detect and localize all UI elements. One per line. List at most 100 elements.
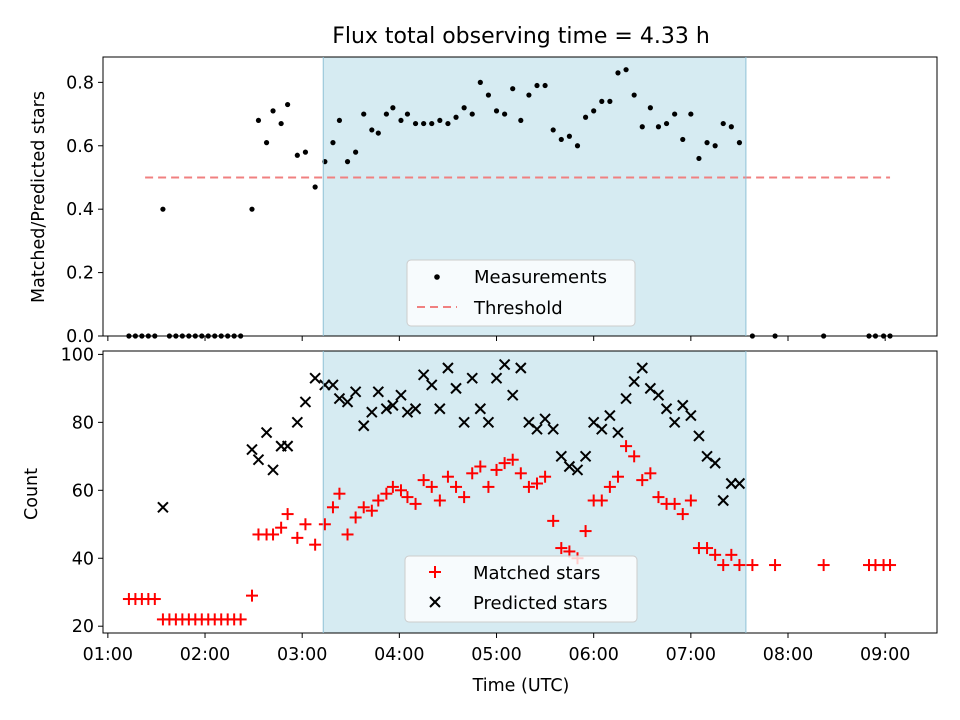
matched-star-point — [401, 491, 414, 504]
legend-measurements-marker — [434, 274, 440, 280]
measurement-point — [330, 140, 336, 146]
matched-star-point — [425, 480, 438, 493]
measurement-point — [493, 108, 500, 114]
legend-matched-marker — [429, 566, 441, 578]
matched-star-point — [709, 548, 722, 561]
predicted-star-point — [636, 362, 648, 374]
top-panel: 0.0 0.2 0.4 0.6 0.8 Flux total observing tim… — [29, 24, 938, 347]
measurement-point — [542, 82, 548, 89]
predicted-star-point — [531, 423, 543, 435]
measurement-point — [285, 101, 291, 108]
predicted-star-point — [482, 416, 495, 429]
predicted-star-point — [660, 403, 673, 415]
top-legend-box — [406, 259, 636, 327]
matched-star-point — [275, 521, 288, 534]
matched-star-point — [333, 487, 346, 500]
top-axes-frame — [102, 56, 938, 337]
predicted-star-point — [620, 392, 632, 405]
measurement-point — [582, 114, 589, 120]
legend-threshold-label: Threshold — [473, 298, 563, 319]
predicted-star-point — [309, 372, 321, 384]
bottom-x-label: Time (UTC) — [472, 676, 570, 696]
measurement-point — [404, 111, 411, 117]
measurement-point — [398, 117, 404, 124]
predicted-star-point — [693, 430, 705, 442]
measurement-point — [437, 117, 443, 124]
x-tick-label: 02:00 — [180, 645, 230, 665]
matched-star-point — [644, 467, 657, 480]
predicted-star-point — [442, 362, 454, 374]
matched-star-point — [326, 501, 339, 514]
y-tick-label: 0.8 — [66, 73, 94, 93]
measurement-point — [249, 206, 255, 212]
predicted-star-point — [652, 389, 665, 401]
matched-star-point — [636, 474, 649, 487]
measurement-point — [429, 120, 435, 127]
measurement-point — [558, 136, 564, 143]
measurement-point — [712, 143, 718, 149]
measurement-point — [390, 105, 396, 111]
measurement-point — [591, 108, 597, 114]
matched-star-point — [386, 480, 399, 493]
matched-star-point — [746, 559, 759, 572]
predicted-star-point — [458, 416, 470, 429]
matched-star-point — [531, 477, 544, 490]
x-tick-label: 07:00 — [666, 645, 716, 665]
predicted-star-point — [333, 392, 346, 405]
matched-star-point — [309, 538, 322, 551]
measurements-series — [126, 67, 893, 339]
measurement-point — [294, 152, 300, 158]
measurement-point — [688, 111, 694, 117]
legend-matched-label: Matched stars — [473, 563, 600, 584]
matched-star-point — [563, 545, 576, 558]
measurement-point — [720, 120, 726, 127]
predicted-star-point — [380, 403, 393, 415]
predicted-star-point — [358, 420, 370, 432]
predicted-star-point — [366, 406, 378, 418]
measurement-point — [728, 124, 734, 130]
measurement-point — [336, 117, 343, 124]
predicted-star-point — [299, 396, 312, 408]
predicted-star-point — [434, 403, 446, 415]
matched-star-point — [547, 514, 560, 527]
measurement-point — [639, 124, 645, 130]
matched-star-point — [514, 467, 527, 480]
matched-star-point — [234, 613, 247, 626]
x-tick-label: 04:00 — [374, 645, 424, 665]
matched-star-point — [450, 480, 463, 493]
predicted-star-point — [387, 399, 399, 412]
measurement-point — [160, 206, 166, 212]
bottom-axes-frame — [102, 350, 938, 634]
matched-star-point — [281, 508, 294, 521]
top-x-ticks — [107, 336, 886, 341]
matched-star-point — [490, 463, 503, 476]
matched-star-point — [349, 511, 362, 524]
measurement-point — [469, 111, 475, 117]
top-y-axis: 0.0 0.2 0.4 0.6 0.8 — [66, 73, 103, 347]
matched-star-point — [380, 487, 393, 500]
predicted-star-point — [515, 362, 527, 374]
y-tick-label: 0.2 — [66, 264, 94, 284]
predicted-star-point — [426, 379, 438, 391]
measurement-point — [302, 149, 309, 155]
bottom-x-axis: 01:00 02:00 03:00 04:00 05:00 06:00 07:00 08:00… — [83, 633, 910, 665]
matched-star-point — [884, 559, 897, 572]
matched-star-point — [498, 457, 511, 470]
matched-star-point — [555, 542, 568, 555]
measurement-point — [270, 108, 276, 114]
matched-star-point — [148, 593, 161, 606]
matched-star-point — [579, 525, 592, 538]
matched-star-point — [817, 559, 830, 572]
matched-stars-series — [122, 440, 897, 626]
measurement-point — [255, 117, 262, 124]
y-tick-label: 100 — [61, 345, 94, 365]
matched-star-point — [299, 518, 312, 531]
y-tick-label: 0.4 — [66, 200, 94, 220]
measurement-point — [375, 130, 381, 136]
x-tick-label: 06:00 — [568, 645, 618, 665]
y-tick-label: 40 — [72, 549, 94, 569]
predicted-star-point — [677, 399, 689, 412]
matched-star-point — [769, 559, 782, 572]
legend-predicted-marker — [429, 596, 441, 608]
measurement-point — [485, 92, 492, 98]
